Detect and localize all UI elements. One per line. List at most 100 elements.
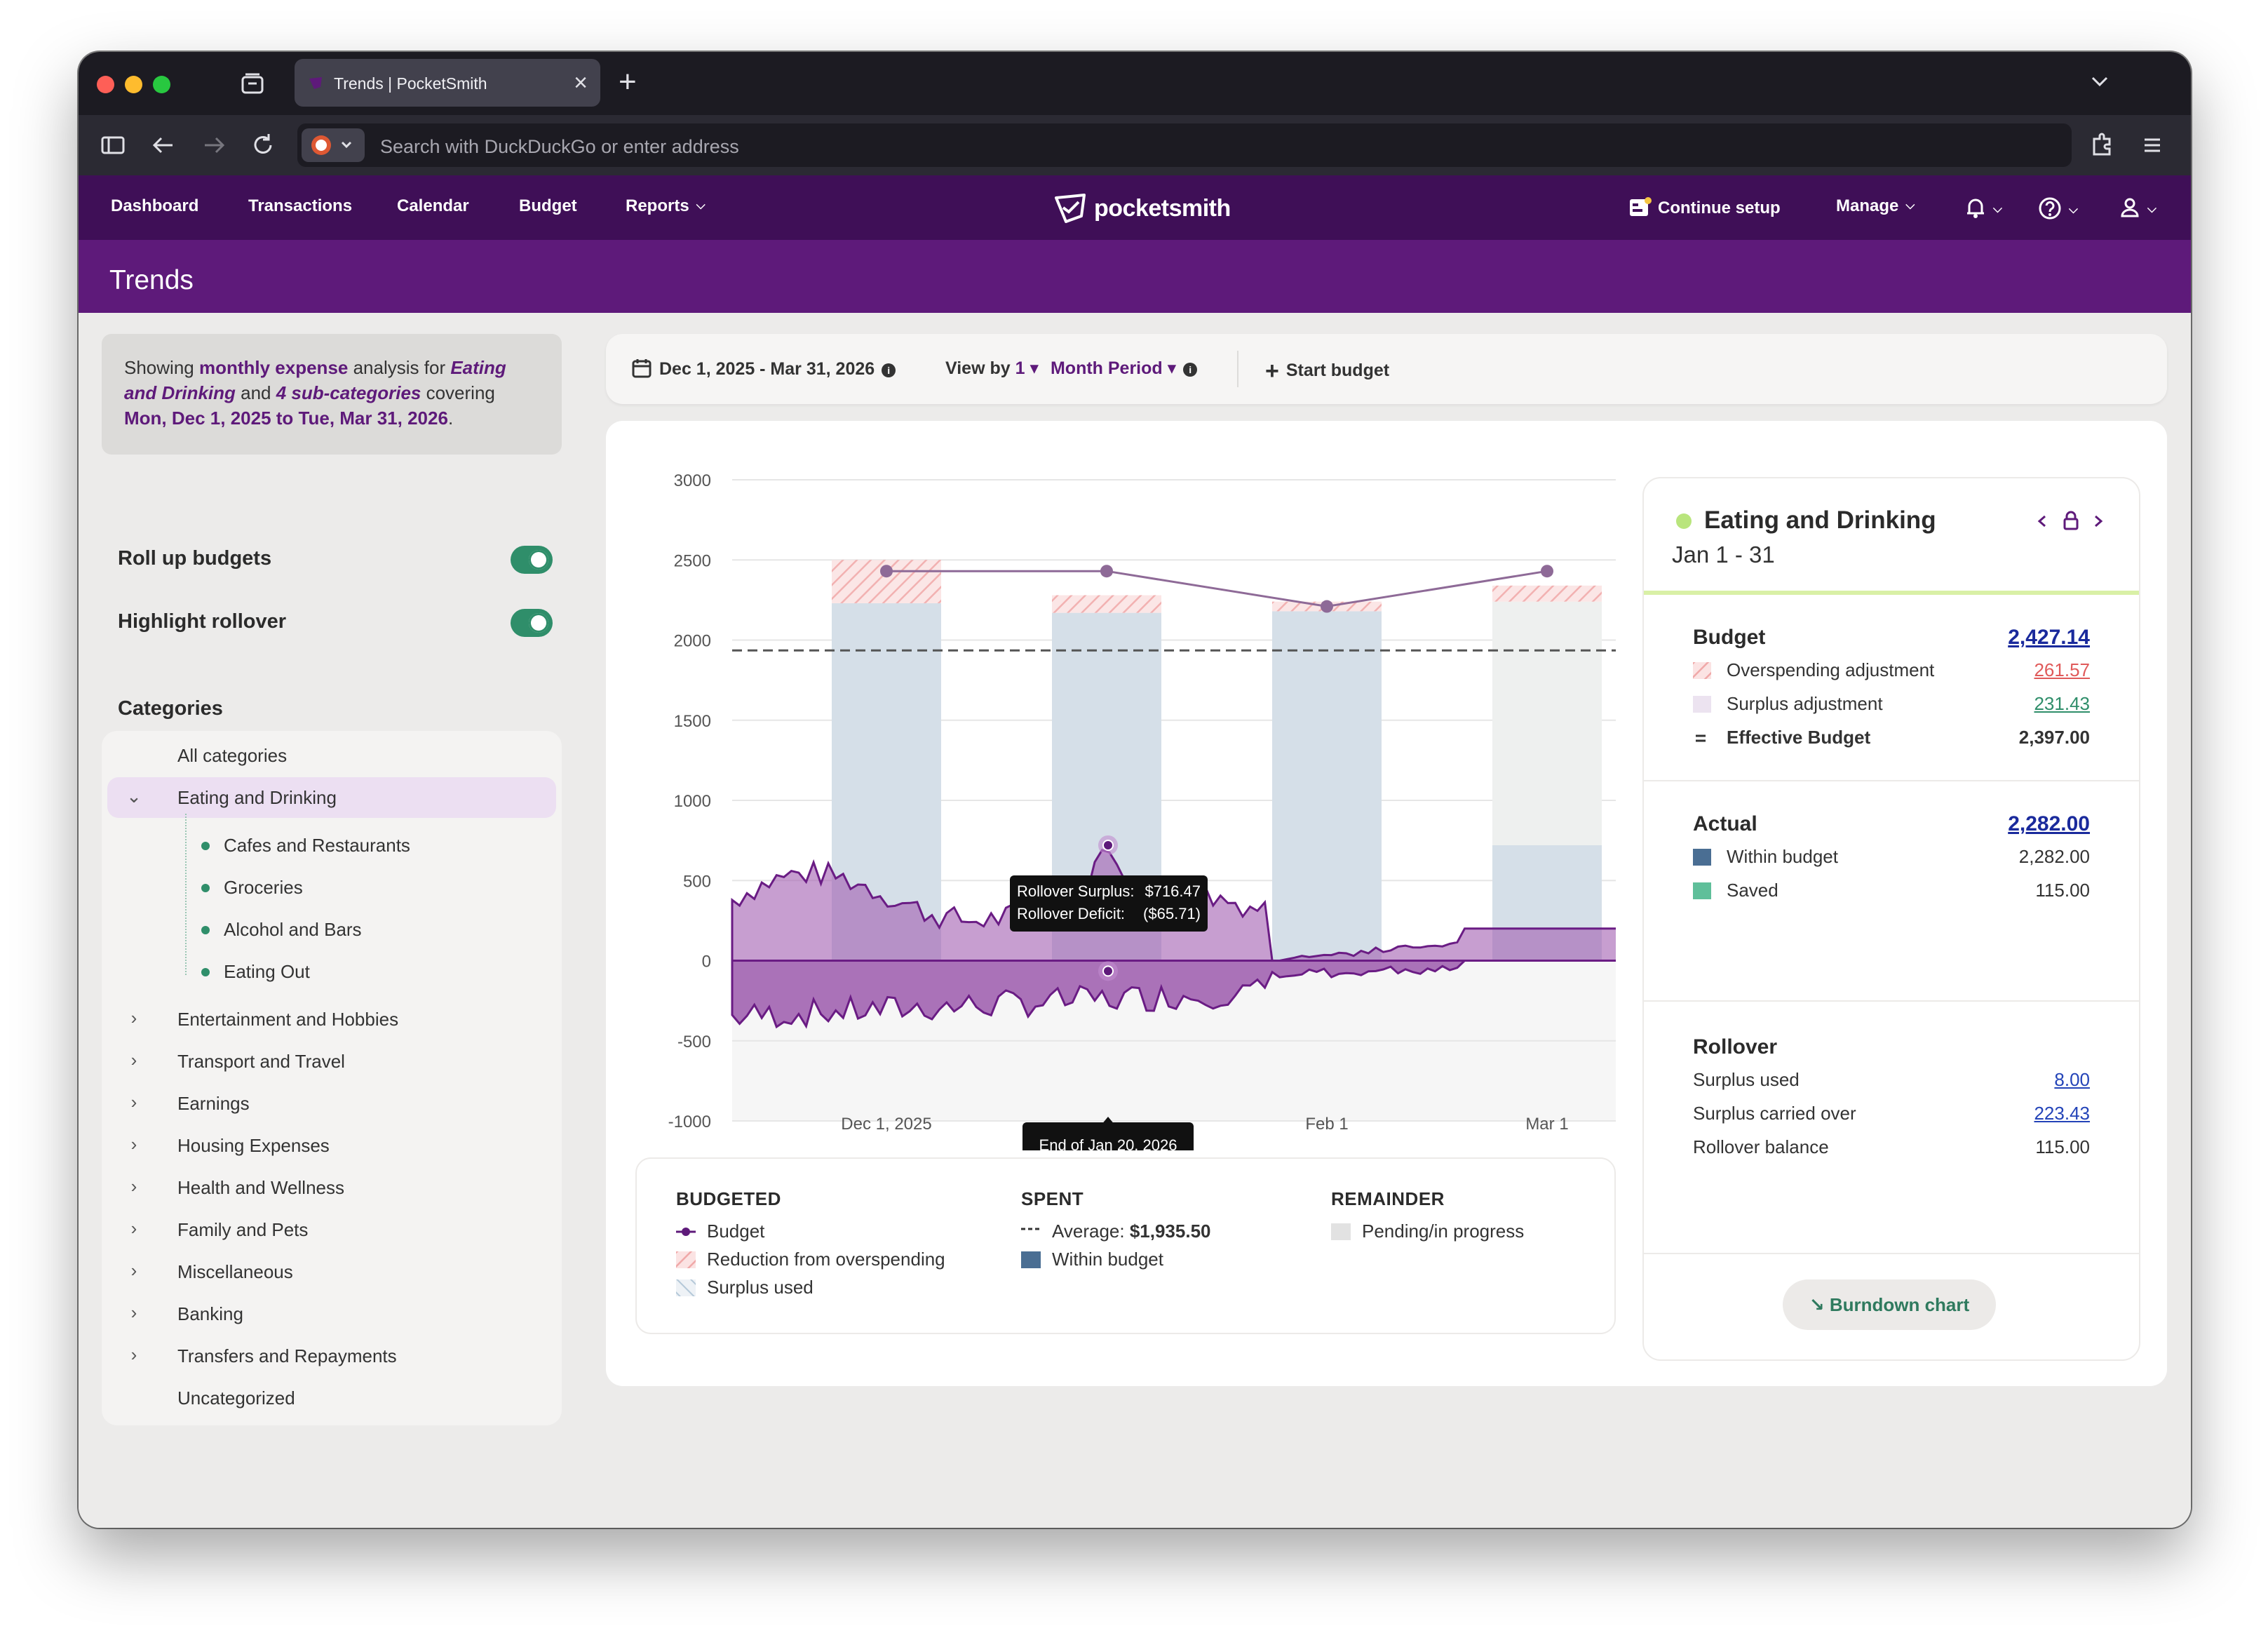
pocketsmith-logo[interactable]: pocketsmith (1053, 191, 1231, 226)
categories-panel: All categories ⌄ Eating and Drinking Caf… (102, 731, 562, 1425)
trends-chart[interactable]: 3000 2500 2000 1500 1000 500 0 -500 -1000 Dec 1, … (606, 421, 1616, 1150)
address-bar-placeholder: Search with DuckDuckGo or enter address (380, 136, 739, 157)
help-menu[interactable]: ⌵ (2038, 196, 2078, 220)
subcategory-alcohol-and-bars[interactable]: Alcohol and Bars (107, 909, 556, 950)
category-transport-and-travel[interactable]: › Transport and Travel (107, 1041, 556, 1082)
surplus-value-link[interactable]: 231.43 (2034, 693, 2090, 714)
category-housing-expenses[interactable]: › Housing Expenses (107, 1125, 556, 1166)
date-range-picker[interactable]: Dec 1, 2025 - Mar 31, 2026 i (631, 358, 896, 379)
actual-value-link[interactable]: 2,282.00 (2008, 812, 2090, 835)
legend-spent: SPENT Average: $1,935.50 Within budget (1021, 1188, 1211, 1273)
nav-dashboard[interactable]: Dashboard (111, 196, 199, 215)
nav-reports[interactable]: Reports ⌵ (626, 196, 706, 216)
nav-calendar[interactable]: Calendar (397, 196, 469, 215)
y-tick-label: 0 (702, 953, 711, 972)
surplus-label: Surplus adjustment (1727, 693, 1883, 714)
burndown-chart-button[interactable]: ↘ Burndown chart (1783, 1279, 1996, 1330)
chevron-right-icon[interactable]: › (130, 1091, 137, 1113)
subcategory-eating-out[interactable]: Eating Out (107, 951, 556, 992)
chevron-right-icon[interactable]: › (130, 1049, 137, 1070)
category-label: Transfers and Repayments (177, 1345, 397, 1366)
overspending-reduction-bar (1492, 585, 1602, 602)
surplus-used-value-link[interactable]: 8.00 (2054, 1069, 2090, 1090)
y-tick-label: 3000 (674, 471, 711, 490)
lock-icon[interactable] (2063, 511, 2079, 530)
extensions-icon[interactable] (2086, 129, 2118, 161)
tab-close-icon[interactable]: × (574, 69, 588, 96)
category-dot (201, 968, 210, 976)
highlight-rollover-toggle[interactable] (511, 609, 553, 637)
chevron-down-icon[interactable]: ⌄ (126, 786, 142, 807)
blue-square-icon (1693, 849, 1711, 866)
legend-pending: Pending/in progress (1331, 1217, 1524, 1245)
manage-label: Manage (1836, 196, 1899, 215)
minimize-window-button[interactable] (125, 76, 142, 93)
roll-up-budgets-toggle[interactable] (511, 546, 553, 574)
chevron-right-icon[interactable]: › (130, 1176, 137, 1197)
address-bar[interactable]: Search with DuckDuckGo or enter address (297, 123, 2072, 167)
hamburger-menu-icon[interactable] (2136, 129, 2168, 161)
period-count-select[interactable]: 1 ▾ (1015, 358, 1039, 378)
detail-title: Eating and Drinking (1704, 506, 1936, 534)
browser-tab-active[interactable]: Trends | PocketSmith × (295, 59, 600, 107)
nav-reports-label: Reports (626, 196, 689, 215)
back-arrow-icon[interactable] (147, 129, 180, 161)
chevron-right-icon[interactable]: › (130, 1344, 137, 1365)
duckduckgo-shield-icon[interactable] (302, 128, 365, 162)
forward-arrow-icon[interactable] (198, 129, 230, 161)
summary-date-range: Mon, Dec 1, 2025 to Tue, Mar 31, 2026 (124, 408, 448, 429)
overspending-value-link[interactable]: 261.57 (2034, 659, 2090, 680)
nav-transactions[interactable]: Transactions (248, 196, 353, 215)
burndown-label: Burndown chart (1829, 1294, 1970, 1315)
nav-budget[interactable]: Budget (519, 196, 577, 215)
legend-label: Surplus used (707, 1277, 814, 1298)
budget-point (1541, 565, 1553, 578)
reload-icon[interactable] (247, 129, 279, 161)
category-miscellaneous[interactable]: › Miscellaneous (107, 1251, 556, 1292)
tab-groups-icon[interactable] (240, 72, 265, 95)
chevron-right-icon[interactable]: › (130, 1007, 137, 1028)
subcategory-groceries[interactable]: Groceries (107, 867, 556, 908)
previous-period-icon[interactable] (2037, 515, 2046, 527)
info-icon[interactable]: i (882, 363, 896, 377)
highlight-rollover-row: Highlight rollover (118, 605, 553, 640)
summary-category: Eating and Drinking (124, 357, 506, 403)
chevron-right-icon[interactable]: › (130, 1218, 137, 1239)
category-transfers-and-repayments[interactable]: › Transfers and Repayments (107, 1336, 556, 1376)
tab-list-chevron-icon[interactable] (2086, 67, 2114, 95)
subcategory-cafes-and-restaurants[interactable]: Cafes and Restaurants (107, 825, 556, 866)
category-entertainment-and-hobbies[interactable]: › Entertainment and Hobbies (107, 999, 556, 1040)
calendar-icon (632, 359, 652, 378)
sidebar-toggle-icon[interactable] (97, 129, 129, 161)
saved-value: 115.00 (2035, 880, 2090, 901)
lavender-square-icon (1693, 696, 1711, 713)
continue-setup-button[interactable]: Continue setup (1628, 196, 1781, 218)
maximize-window-button[interactable] (153, 76, 170, 93)
category-all[interactable]: All categories (107, 735, 556, 776)
category-uncategorized[interactable]: Uncategorized (107, 1378, 556, 1418)
chevron-right-icon[interactable]: › (130, 1302, 137, 1323)
summary-analysis-type: monthly expense (198, 357, 349, 378)
category-family-and-pets[interactable]: › Family and Pets (107, 1209, 556, 1250)
surplus-carried-value-link[interactable]: 223.43 (2034, 1103, 2090, 1124)
category-health-and-wellness[interactable]: › Health and Wellness (107, 1167, 556, 1208)
next-period-icon[interactable] (2095, 515, 2103, 527)
surplus-row: Surplus adjustment 231.43 (1693, 687, 2090, 718)
chevron-right-icon[interactable]: › (130, 1260, 137, 1281)
detail-period: Jan 1 - 31 (1672, 542, 1775, 567)
close-window-button[interactable] (97, 76, 114, 93)
category-earnings[interactable]: › Earnings (107, 1083, 556, 1124)
category-banking[interactable]: › Banking (107, 1293, 556, 1334)
start-budget-button[interactable]: + Start budget (1265, 358, 1389, 385)
budget-value-link[interactable]: 2,427.14 (2008, 626, 2090, 649)
manage-menu[interactable]: Manage ⌵ (1836, 196, 1915, 216)
budget-line (732, 565, 1616, 652)
period-unit-select[interactable]: Month Period ▾ (1051, 358, 1176, 378)
category-eating-and-drinking[interactable]: ⌄ Eating and Drinking (107, 777, 556, 818)
account-menu[interactable]: ⌵ (2119, 196, 2156, 220)
start-budget-label: Start budget (1285, 361, 1390, 380)
chevron-right-icon[interactable]: › (130, 1134, 137, 1155)
new-tab-button[interactable]: + (619, 65, 637, 99)
info-icon[interactable]: i (1183, 363, 1198, 377)
notifications-menu[interactable]: ⌵ (1965, 196, 2002, 220)
